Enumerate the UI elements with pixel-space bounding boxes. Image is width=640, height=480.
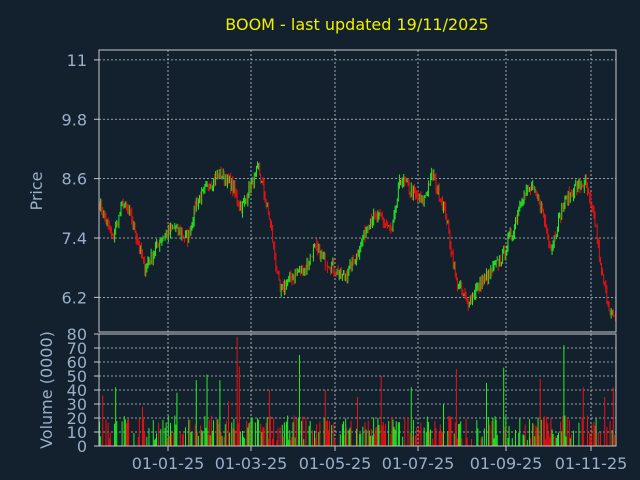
volume-y-tick-label: 0 (77, 437, 87, 456)
x-tick-label: 01-03-25 (215, 454, 288, 473)
volume-y-tick-label: 60 (67, 353, 87, 372)
volume-y-tick-label: 30 (67, 395, 87, 414)
x-axis: 01-01-25 01-03-25 01-05-25 01-07-25 01-09-25… (132, 446, 628, 473)
volume-bars (99, 336, 615, 446)
volume-y-tick-label: 80 (67, 325, 87, 344)
x-tick-label: 01-07-25 (382, 454, 455, 473)
x-tick-label: 01-11-25 (555, 454, 628, 473)
price-grid (99, 50, 616, 332)
volume-y-tick-label: 70 (67, 339, 87, 358)
volume-y-tick-label: 10 (67, 423, 87, 442)
volume-y-tick-label: 40 (67, 381, 87, 400)
volume-y-tick-label: 20 (67, 409, 87, 428)
price-candles (99, 161, 616, 322)
price-panel-frame (98, 49, 617, 333)
price-y-tick-label: 11 (67, 51, 87, 70)
x-tick-label: 01-09-25 (470, 454, 543, 473)
x-tick-label: 01-05-25 (299, 454, 372, 473)
price-y-tick-label: 7.4 (62, 229, 87, 248)
price-axis-label: Price (27, 171, 46, 210)
price-y-tick-label: 6.2 (62, 288, 87, 307)
price-y-tick-label: 9.8 (62, 110, 87, 129)
volume-axis-label: Volume (0000) (37, 331, 56, 449)
x-tick-label: 01-01-25 (132, 454, 205, 473)
price-y-axis: 6.2 7.4 8.6 9.8 11 (62, 51, 99, 307)
price-y-tick-label: 8.6 (62, 170, 87, 189)
chart-title: BOOM - last updated 19/11/2025 (225, 15, 488, 34)
volume-y-tick-label: 50 (67, 367, 87, 386)
